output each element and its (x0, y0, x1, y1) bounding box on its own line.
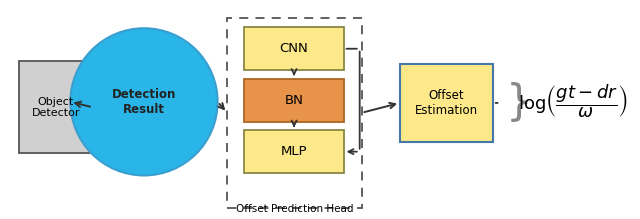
Ellipse shape (70, 28, 218, 175)
Text: Detection
Result: Detection Result (112, 88, 176, 116)
Text: }: } (506, 82, 532, 124)
Text: $\log\!\left(\dfrac{gt - dr}{\omega}\right)$: $\log\!\left(\dfrac{gt - dr}{\omega}\rig… (518, 82, 628, 120)
FancyBboxPatch shape (244, 27, 344, 70)
FancyBboxPatch shape (244, 79, 344, 122)
FancyBboxPatch shape (19, 61, 93, 153)
Text: Object
Detector: Object Detector (32, 97, 80, 118)
Text: Offset Prediction Head: Offset Prediction Head (236, 203, 353, 214)
FancyBboxPatch shape (244, 130, 344, 173)
Text: BN: BN (285, 94, 303, 107)
Text: MLP: MLP (281, 145, 307, 158)
Text: CNN: CNN (280, 42, 308, 55)
FancyBboxPatch shape (400, 64, 493, 142)
Text: Offset
Estimation: Offset Estimation (415, 89, 478, 117)
